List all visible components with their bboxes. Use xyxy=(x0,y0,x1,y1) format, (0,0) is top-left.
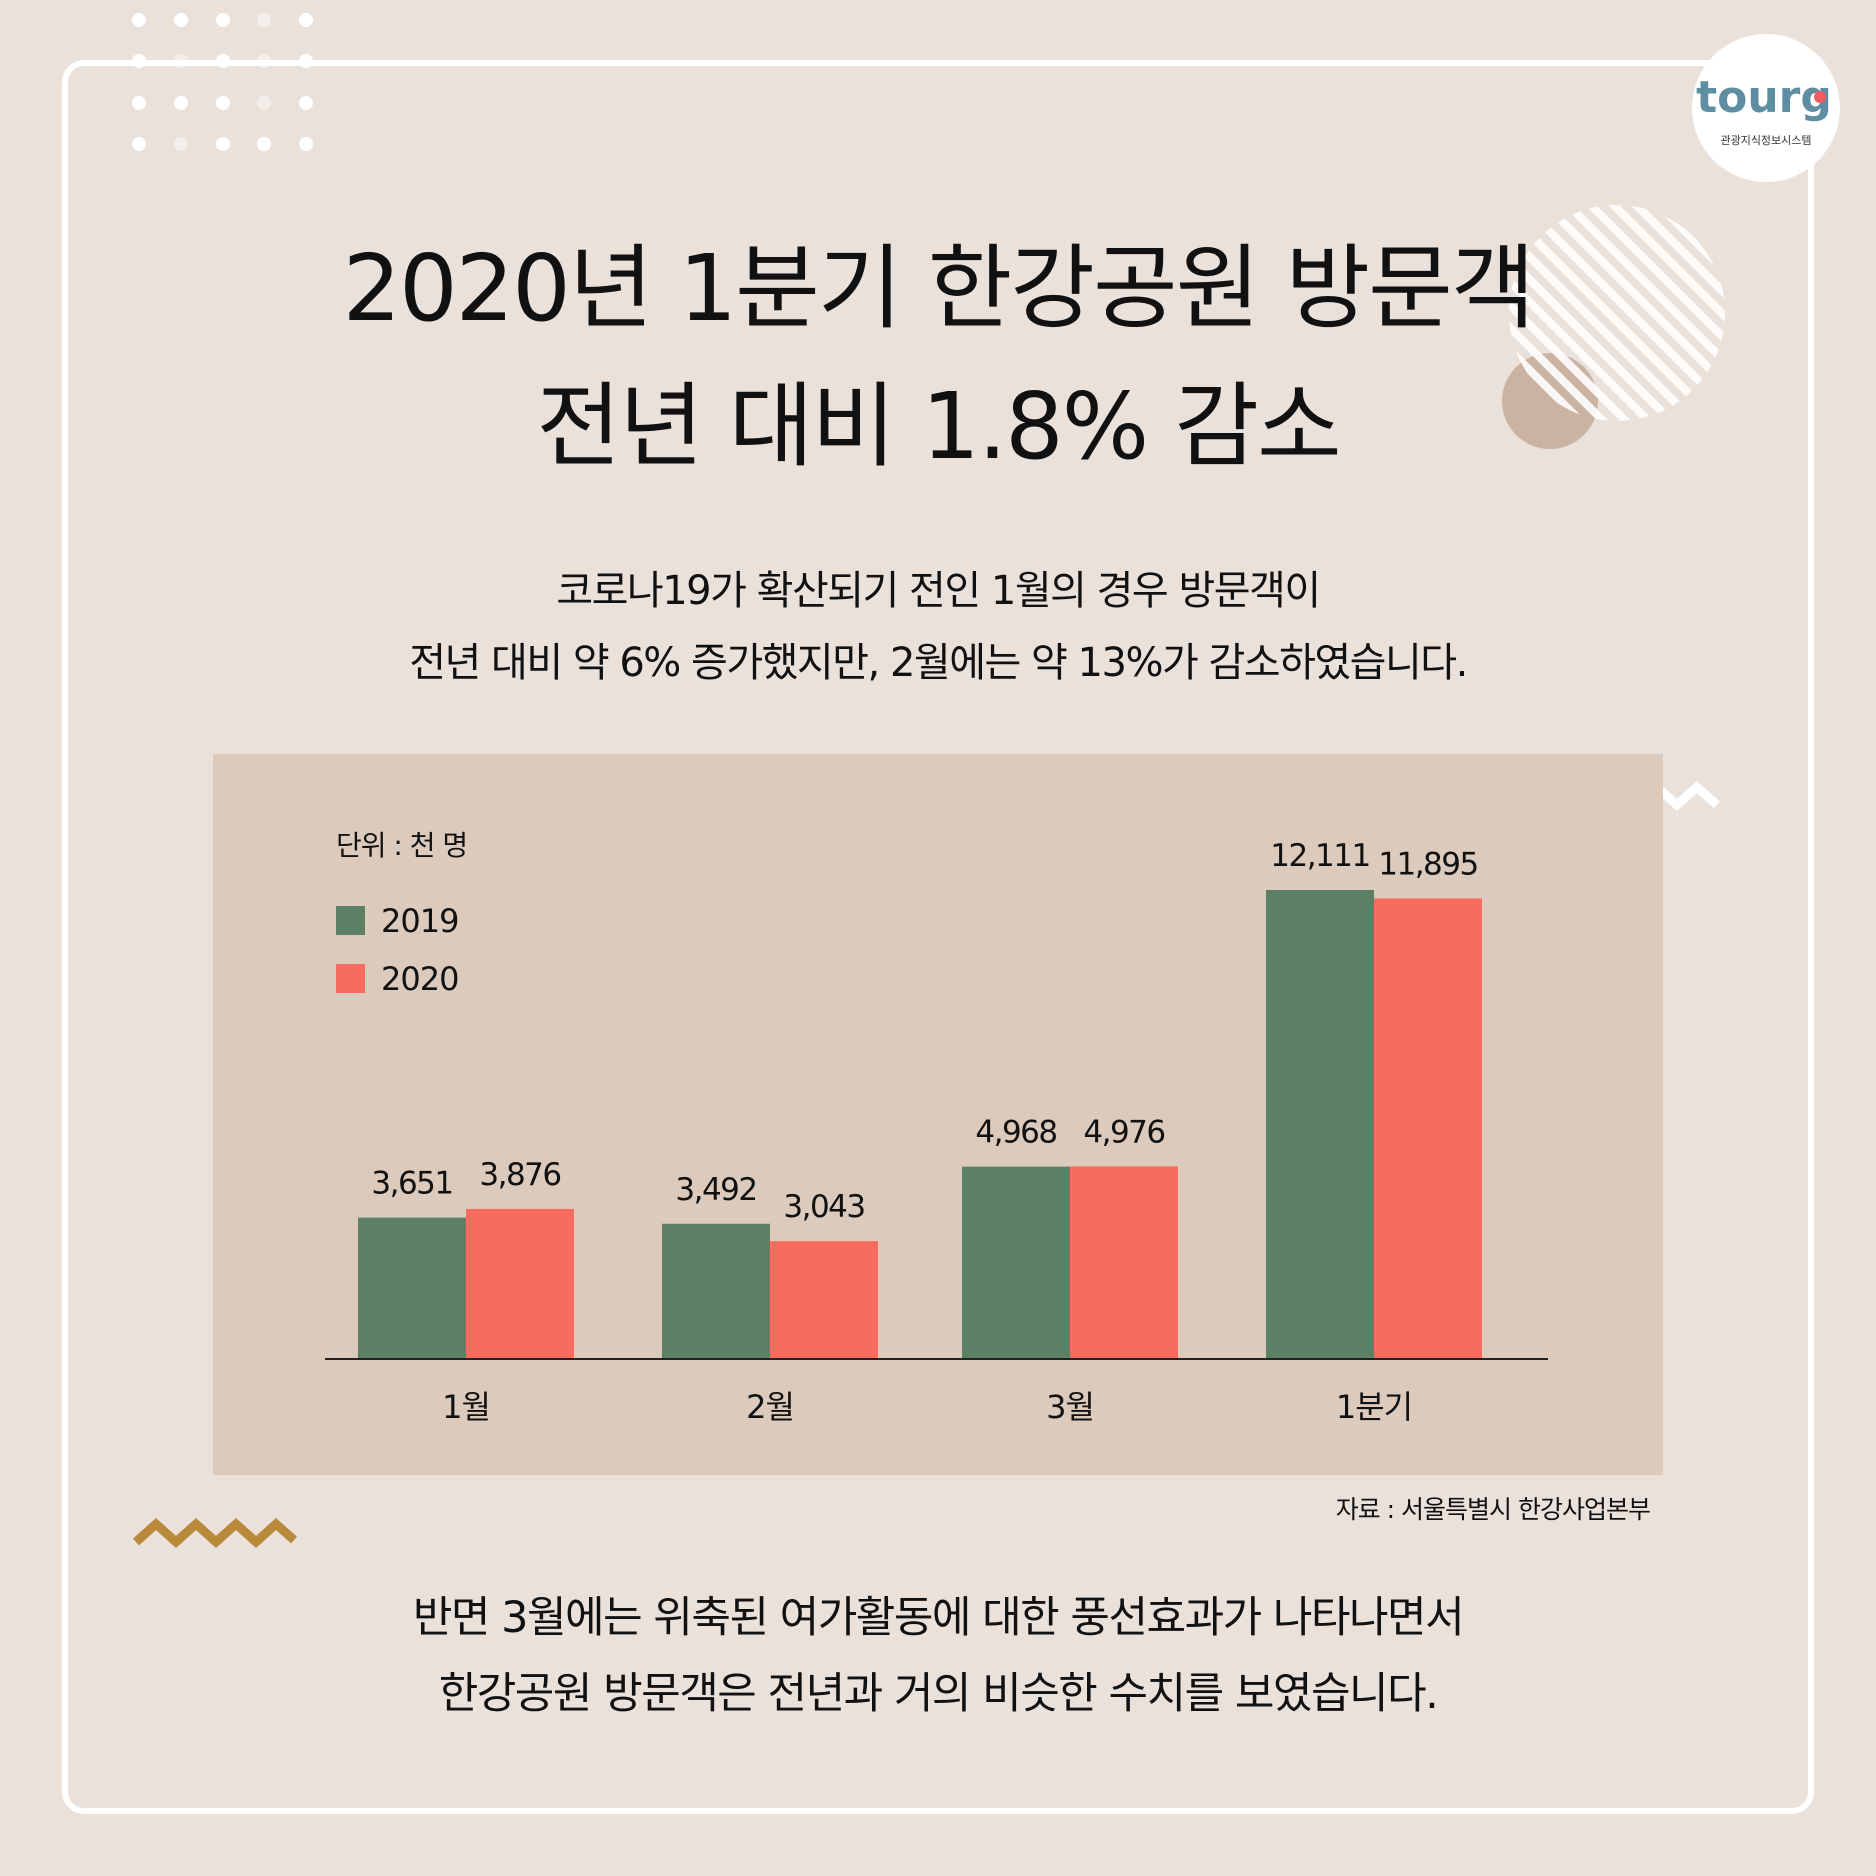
dot xyxy=(174,137,188,151)
data-label: 3,492 xyxy=(675,1172,756,1208)
legend-label-2020: 2020 xyxy=(381,960,458,998)
footer-line-1: 반면 3월에는 위축된 여가활동에 대한 풍선효과가 나타나면서 xyxy=(412,1593,1465,1643)
legend-swatch-2020 xyxy=(336,964,365,993)
dot xyxy=(174,54,188,68)
dot xyxy=(257,96,271,110)
dot xyxy=(299,54,313,68)
dot xyxy=(257,13,271,27)
data-label: 4,976 xyxy=(1083,1114,1164,1150)
footer-text: 반면 3월에는 위축된 여가활동에 대한 풍선효과가 나타나면서 한강공원 방문… xyxy=(0,1580,1876,1732)
tourgo-logo-mark: tourg 관광지식정보시스템 xyxy=(1696,72,1832,147)
dot xyxy=(257,54,271,68)
zigzag-gold-decoration xyxy=(132,1517,297,1549)
dot xyxy=(216,54,230,68)
dot xyxy=(216,137,230,151)
bar-2020-1월 xyxy=(466,1208,574,1359)
data-label: 11,895 xyxy=(1378,846,1477,882)
data-label: 3,043 xyxy=(783,1189,864,1225)
dot xyxy=(174,13,188,27)
description-line-1: 코로나19가 확산되기 전인 1월의 경우 방문객이 xyxy=(556,568,1321,614)
tourgo-logo[interactable]: tourg 관광지식정보시스템 xyxy=(1692,34,1840,182)
legend-swatch-2019 xyxy=(336,906,365,935)
dot xyxy=(216,96,230,110)
description-line-2: 전년 대비 약 6% 증가했지만, 2월에는 약 13%가 감소하였습니다. xyxy=(409,640,1468,686)
dot xyxy=(132,137,146,151)
unit-label: 단위 : 천 명 xyxy=(336,829,467,862)
bar-2019-2월 xyxy=(662,1223,770,1359)
dot xyxy=(299,96,313,110)
striped-circle-decoration xyxy=(1509,205,1725,421)
svg-text:tourg: tourg xyxy=(1696,72,1832,123)
logo-subtitle: 관광지식정보시스템 xyxy=(1720,134,1811,147)
dot xyxy=(174,96,188,110)
bar-2019-1분기 xyxy=(1266,890,1374,1359)
x-tick-label: 1분기 xyxy=(1336,1388,1412,1426)
title-line-1: 2020년 1분기 한강공원 방문객 xyxy=(342,235,1536,342)
dot xyxy=(299,13,313,27)
data-label: 3,651 xyxy=(371,1166,452,1202)
dot xyxy=(216,13,230,27)
x-tick-label: 1월 xyxy=(442,1388,490,1426)
description: 코로나19가 확산되기 전인 1월의 경우 방문객이 전년 대비 약 6% 증가… xyxy=(0,555,1876,699)
x-tick-label: 3월 xyxy=(1046,1388,1094,1426)
dot xyxy=(132,13,146,27)
legend-label-2019: 2019 xyxy=(381,902,458,940)
bar-2020-1분기 xyxy=(1374,898,1482,1359)
frame-border xyxy=(62,60,1814,1814)
title-line-2: 전년 대비 1.8% 감소 xyxy=(536,373,1341,480)
dot xyxy=(132,54,146,68)
data-label: 12,111 xyxy=(1270,838,1369,874)
dot xyxy=(299,137,313,151)
dot xyxy=(132,96,146,110)
bar-2020-3월 xyxy=(1070,1166,1178,1359)
data-label: 3,876 xyxy=(479,1157,560,1193)
source-note: 자료 : 서울특별시 한강사업본부 xyxy=(1335,1495,1651,1524)
dot-grid-decoration xyxy=(132,13,313,151)
bar-2019-3월 xyxy=(962,1166,1070,1359)
dot xyxy=(257,137,271,151)
data-label: 4,968 xyxy=(975,1115,1056,1151)
footer-line-2: 한강공원 방문객은 전년과 거의 비슷한 수치를 보였습니다. xyxy=(438,1669,1439,1719)
bar-2019-1월 xyxy=(358,1217,466,1359)
x-tick-label: 2월 xyxy=(746,1388,794,1426)
page-title: 2020년 1분기 한강공원 방문객 전년 대비 1.8% 감소 xyxy=(0,220,1876,496)
bar-2020-2월 xyxy=(770,1241,878,1359)
